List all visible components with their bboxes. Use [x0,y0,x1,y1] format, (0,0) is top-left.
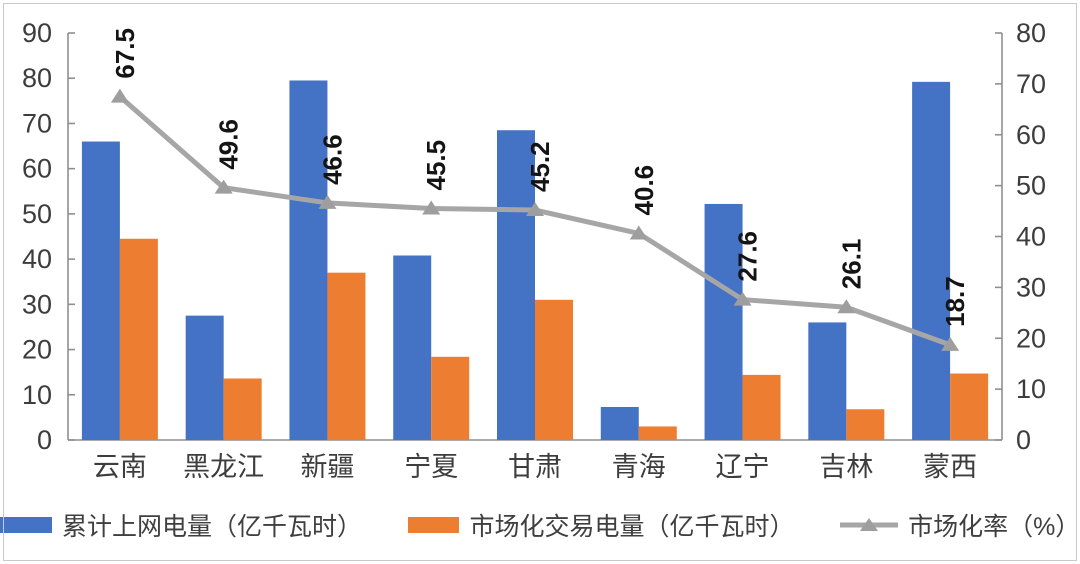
triangle-marker-icon [526,202,544,217]
category-label: 云南 [93,452,147,482]
left-axis-tick-label: 90 [22,18,52,48]
category-label: 黑龙江 [183,452,264,482]
bar [431,356,470,440]
line-data-label: 49.6 [214,119,244,170]
left-axis-tick-label: 70 [22,108,52,138]
line-data-label: 26.1 [836,239,866,290]
bar [742,374,781,440]
category-label: 吉林 [819,452,873,482]
orange-bar-swatch-icon [407,517,460,533]
bar [600,406,639,440]
left-axis-tick-label: 80 [22,63,52,93]
category-label: 辽宁 [716,452,770,482]
category-label: 宁夏 [404,452,458,482]
category-label: 甘肃 [508,452,562,482]
bar [393,255,432,440]
legend-item-cumulative-grid-power: 累计上网电量（亿千瓦时） [0,507,362,543]
right-axis-tick-label: 60 [1016,120,1046,150]
left-axis-tick-label: 60 [22,154,52,184]
triangle-marker-icon [733,291,752,306]
category-label: 新疆 [300,452,354,482]
right-axis-tick-label: 50 [1016,171,1046,201]
bar [950,373,989,440]
triangle-marker-icon [837,299,856,314]
left-axis-tick-label: 50 [22,199,52,229]
line-data-label: 45.2 [525,141,555,192]
left-axis-tick-label: 40 [22,244,52,274]
legend-item-market-traded-power: 市场化交易电量（亿千瓦时） [407,507,795,543]
bar [535,299,573,440]
gray-line-triangle-marker-icon [840,516,899,534]
legend-item-market-rate: 市场化率（%） [840,507,1080,543]
left-axis-tick-label: 0 [37,425,52,455]
triangle-marker-icon [110,88,129,103]
left-axis-tick-label: 10 [22,380,52,410]
triangle-marker-icon [629,225,648,240]
line-data-label: 46.6 [317,134,347,185]
line-data-label: 40.6 [629,165,659,216]
bar [497,130,535,440]
bar [846,409,885,440]
triangle-marker-icon [941,336,960,351]
right-axis-tick-label: 70 [1016,69,1046,99]
bar [327,272,366,440]
category-label: 青海 [612,452,666,482]
combo-chart-canvas: 90 80 70 60 50 40 30 20 10 0 80 70 60 50 40 30 20 10 0 云南 黑龙… [22,18,1046,482]
line-data-label: 18.7 [940,276,970,327]
category-label: 蒙西 [923,452,977,482]
bar [808,322,847,440]
legend-label: 累计上网电量（亿千瓦时） [61,513,362,541]
triangle-marker-icon [422,200,441,215]
right-axis-tick-label: 20 [1016,323,1046,353]
triangle-marker-icon [318,194,337,209]
bar [223,378,262,440]
line-data-label: 27.6 [733,231,763,282]
right-axis-tick-label: 30 [1016,272,1046,302]
bar [119,238,158,440]
line-data-label: 67.5 [110,28,140,79]
bar [185,315,224,440]
bar [81,141,120,441]
legend-label: 市场化交易电量（亿千瓦时） [469,513,795,541]
blue-bar-swatch-icon [0,517,52,533]
bar [638,426,677,440]
left-axis-tick-label: 30 [22,289,52,319]
right-axis-tick-label: 40 [1016,222,1046,252]
left-axis-tick-label: 20 [22,335,52,365]
right-axis-tick-label: 0 [1016,425,1031,455]
legend-label: 市场化率（%） [908,513,1080,541]
right-axis-tick-label: 80 [1016,18,1046,48]
chart-legend: 累计上网电量（亿千瓦时） 市场化交易电量（亿千瓦时） 市场化率（%） [0,499,1080,551]
triangle-marker-icon [214,179,233,194]
bar [704,203,743,440]
line-data-label: 45.5 [421,140,451,191]
bar [912,81,951,440]
bar [289,80,328,440]
right-axis-tick-label: 10 [1016,374,1046,404]
